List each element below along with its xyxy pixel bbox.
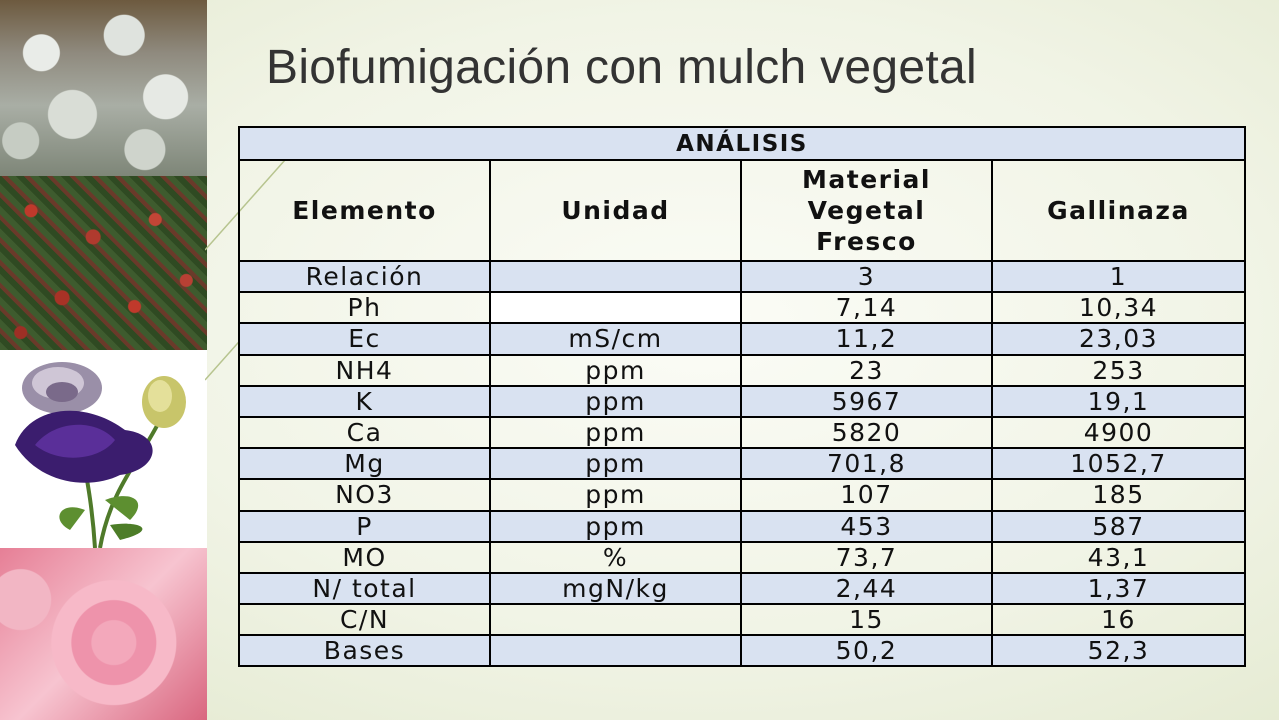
- cell-material: 2,44: [740, 571, 993, 606]
- analysis-table-container: ANÁLISIS Elemento Unidad Material Vegeta…: [237, 126, 1247, 668]
- column-header-unidad: Unidad: [489, 159, 742, 262]
- cell-unidad: mS/cm: [489, 322, 742, 356]
- cell-elemento: C/N: [238, 603, 491, 637]
- lisianthus-photo: [0, 350, 207, 548]
- table-row: N/ total mgN/kg 2,44 1,37: [238, 571, 1247, 606]
- cell-gallinaza: 1052,7: [990, 447, 1247, 481]
- rose-photo: [0, 548, 207, 720]
- cell-unidad: [489, 259, 742, 294]
- cell-material: 15: [740, 603, 993, 637]
- cell-gallinaza: 43,1: [990, 540, 1247, 574]
- cell-elemento: Bases: [238, 634, 491, 668]
- cell-gallinaza: 16: [990, 603, 1247, 637]
- cell-elemento: Mg: [238, 447, 491, 481]
- cell-material: 23: [740, 353, 993, 387]
- table-row: MO% 73,7 43,1: [238, 540, 1247, 574]
- cell-elemento: K: [238, 384, 491, 418]
- column-header-gallinaza: Gallinaza: [990, 159, 1247, 262]
- cell-unidad: ppm: [489, 509, 742, 543]
- table-row: Ca ppm 5820 4900: [238, 415, 1247, 450]
- hypericum-photo: [0, 176, 207, 350]
- lisianthus-illustration: [15, 362, 186, 548]
- cell-material: 701,8: [740, 447, 993, 481]
- cell-gallinaza: 1: [990, 259, 1247, 294]
- cell-elemento: NO3: [238, 478, 491, 512]
- cell-unidad: [489, 634, 742, 668]
- cell-elemento: P: [238, 509, 491, 543]
- cell-gallinaza: 185: [990, 478, 1247, 512]
- gypsophila-photo: [0, 0, 207, 176]
- cell-gallinaza: 23,03: [990, 322, 1247, 356]
- cell-material: 50,2: [740, 634, 993, 668]
- cell-gallinaza: 10,34: [990, 291, 1247, 325]
- photo-strip: [0, 0, 207, 720]
- cell-unidad: ppm: [489, 353, 742, 387]
- cell-elemento: MO: [238, 540, 491, 574]
- cell-unidad: [489, 291, 742, 325]
- table-row: Bases 50,2 52,3: [238, 634, 1247, 668]
- table-row: C/N 15 16: [238, 603, 1247, 637]
- cell-elemento: Ph: [238, 291, 491, 325]
- column-header-row: Elemento Unidad Material Vegetal Fresco …: [238, 159, 1247, 262]
- cell-material: 5967: [740, 384, 993, 418]
- cell-gallinaza: 587: [990, 509, 1247, 543]
- cell-elemento: Ca: [238, 415, 491, 450]
- cell-unidad: ppm: [489, 415, 742, 450]
- table-row: Mg ppm 701,8 1052,7: [238, 447, 1247, 481]
- cell-unidad: ppm: [489, 384, 742, 418]
- cell-material: 73,7: [740, 540, 993, 574]
- cell-material: 11,2: [740, 322, 993, 356]
- cell-material: 7,14: [740, 291, 993, 325]
- cell-gallinaza: 253: [990, 353, 1247, 387]
- column-header-material: Material Vegetal Fresco: [740, 159, 993, 262]
- cell-unidad: mgN/kg: [489, 571, 742, 606]
- cell-elemento: Relación: [238, 259, 491, 294]
- table-row: NH4 ppm 23 253: [238, 353, 1247, 387]
- cell-unidad: [489, 603, 742, 637]
- cell-gallinaza: 1,37: [990, 571, 1247, 606]
- cell-elemento: NH4: [238, 353, 491, 387]
- table-row: Relación 3 1: [238, 259, 1247, 294]
- cell-unidad: ppm: [489, 447, 742, 481]
- table-header-analisis: ANÁLISIS: [237, 126, 1247, 161]
- cell-unidad: ppm: [489, 478, 742, 512]
- cell-unidad: %: [489, 540, 742, 574]
- slide-title: Biofumigación con mulch vegetal: [266, 41, 978, 94]
- cell-material: 3: [740, 259, 993, 294]
- cell-material: 107: [740, 478, 993, 512]
- cell-gallinaza: 19,1: [990, 384, 1247, 418]
- cell-elemento: N/ total: [238, 571, 491, 606]
- table-row: NO3 ppm 107 185: [238, 478, 1247, 512]
- analysis-table: ANÁLISIS Elemento Unidad Material Vegeta…: [237, 126, 1247, 668]
- table-row: Ec mS/cm 11,2 23,03: [238, 322, 1247, 356]
- cell-gallinaza: 4900: [990, 415, 1247, 450]
- cell-material: 453: [740, 509, 993, 543]
- cell-elemento: Ec: [238, 322, 491, 356]
- column-header-elemento: Elemento: [238, 159, 491, 262]
- cell-material: 5820: [740, 415, 993, 450]
- cell-gallinaza: 52,3: [990, 634, 1247, 668]
- table-row: Ph 7,14 10,34: [238, 291, 1247, 325]
